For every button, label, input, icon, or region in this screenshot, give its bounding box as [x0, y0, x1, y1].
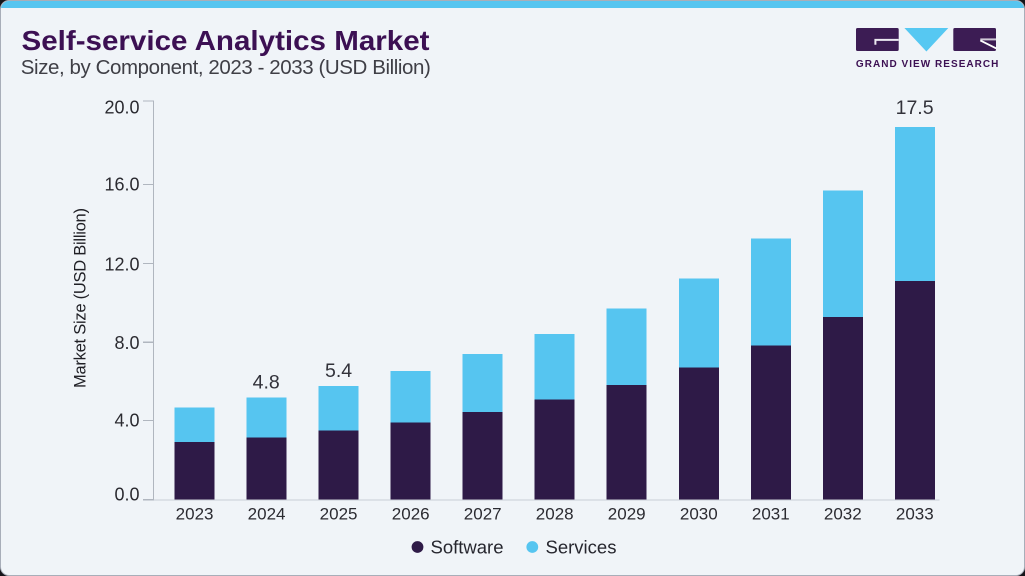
svg-text:2029: 2029 [608, 505, 646, 524]
svg-text:16.0: 16.0 [104, 174, 139, 194]
svg-text:2033: 2033 [896, 505, 934, 524]
svg-text:Self-service Analytics Market: Self-service Analytics Market [22, 25, 430, 56]
svg-text:Software: Software [431, 536, 504, 557]
svg-text:4.8: 4.8 [253, 372, 280, 394]
svg-text:8.0: 8.0 [114, 333, 139, 353]
svg-text:2024: 2024 [248, 505, 286, 524]
svg-text:2032: 2032 [824, 505, 862, 524]
svg-text:2026: 2026 [392, 505, 430, 524]
svg-text:4.0: 4.0 [114, 411, 139, 431]
svg-text:Size, by Component, 2023 - 203: Size, by Component, 2023 - 2033 (USD Bil… [21, 56, 431, 79]
svg-text:17.5: 17.5 [896, 97, 934, 119]
svg-text:2025: 2025 [320, 505, 358, 524]
svg-text:2028: 2028 [536, 505, 574, 524]
svg-text:2030: 2030 [680, 505, 718, 524]
svg-text:0.0: 0.0 [114, 484, 139, 504]
svg-text:2031: 2031 [752, 505, 790, 524]
svg-text:12.0: 12.0 [104, 255, 139, 275]
svg-text:GRAND VIEW RESEARCH: GRAND VIEW RESEARCH [856, 59, 999, 70]
svg-text:Services: Services [546, 536, 617, 557]
svg-text:Market Size (USD Billion): Market Size (USD Billion) [72, 208, 90, 388]
svg-text:20.0: 20.0 [104, 98, 139, 118]
svg-text:5.4: 5.4 [325, 360, 352, 382]
svg-text:2027: 2027 [464, 505, 502, 524]
svg-text:2023: 2023 [176, 505, 214, 524]
